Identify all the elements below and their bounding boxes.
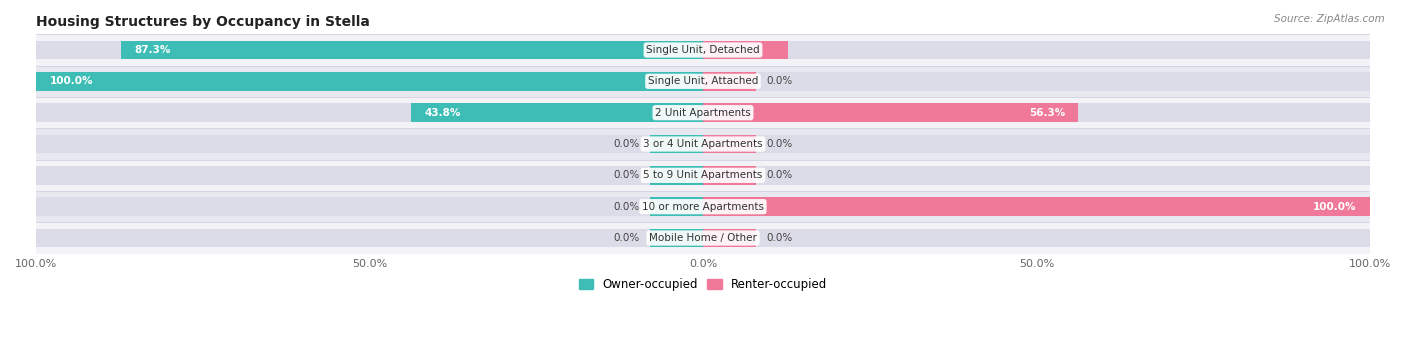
Text: 0.0%: 0.0% — [613, 139, 640, 149]
Bar — [30, 34, 1376, 66]
Bar — [30, 66, 1376, 97]
Text: 10 or more Apartments: 10 or more Apartments — [643, 202, 763, 212]
Bar — [30, 191, 1376, 222]
Text: 100.0%: 100.0% — [1313, 202, 1357, 212]
Bar — [650, 166, 703, 185]
Bar — [37, 72, 1369, 91]
Text: Single Unit, Detached: Single Unit, Detached — [647, 45, 759, 55]
Bar — [37, 72, 703, 91]
Bar — [37, 41, 1369, 59]
Bar — [703, 197, 1369, 216]
Bar — [703, 103, 1078, 122]
Bar — [411, 103, 703, 122]
Bar — [30, 160, 1376, 191]
Text: 0.0%: 0.0% — [613, 170, 640, 180]
Bar — [650, 228, 703, 248]
Text: Mobile Home / Other: Mobile Home / Other — [650, 233, 756, 243]
Text: 100.0%: 100.0% — [49, 76, 93, 86]
Text: 12.7%: 12.7% — [716, 45, 749, 55]
Text: 0.0%: 0.0% — [766, 76, 793, 86]
Text: 0.0%: 0.0% — [613, 233, 640, 243]
Text: Source: ZipAtlas.com: Source: ZipAtlas.com — [1274, 14, 1385, 24]
Bar — [703, 41, 787, 59]
Bar — [703, 135, 756, 153]
Bar — [30, 97, 1376, 128]
Text: 43.8%: 43.8% — [425, 108, 461, 118]
Bar — [37, 166, 1369, 185]
Bar — [37, 103, 1369, 122]
Bar — [30, 222, 1376, 254]
Text: 0.0%: 0.0% — [766, 233, 793, 243]
Text: 5 to 9 Unit Apartments: 5 to 9 Unit Apartments — [644, 170, 762, 180]
Bar — [703, 166, 756, 185]
Bar — [650, 135, 703, 153]
Text: 0.0%: 0.0% — [766, 139, 793, 149]
Bar — [37, 135, 1369, 153]
Bar — [703, 228, 756, 248]
Bar — [703, 72, 756, 91]
Text: 3 or 4 Unit Apartments: 3 or 4 Unit Apartments — [643, 139, 763, 149]
Bar — [30, 128, 1376, 160]
Text: 0.0%: 0.0% — [766, 170, 793, 180]
Text: Housing Structures by Occupancy in Stella: Housing Structures by Occupancy in Stell… — [37, 15, 370, 29]
Legend: Owner-occupied, Renter-occupied: Owner-occupied, Renter-occupied — [574, 273, 832, 296]
Text: Single Unit, Attached: Single Unit, Attached — [648, 76, 758, 86]
Text: 0.0%: 0.0% — [613, 202, 640, 212]
Text: 2 Unit Apartments: 2 Unit Apartments — [655, 108, 751, 118]
Bar — [37, 197, 1369, 216]
Bar — [650, 197, 703, 216]
Bar — [121, 41, 703, 59]
Bar — [37, 228, 1369, 248]
Text: 87.3%: 87.3% — [134, 45, 170, 55]
Text: 56.3%: 56.3% — [1029, 108, 1066, 118]
